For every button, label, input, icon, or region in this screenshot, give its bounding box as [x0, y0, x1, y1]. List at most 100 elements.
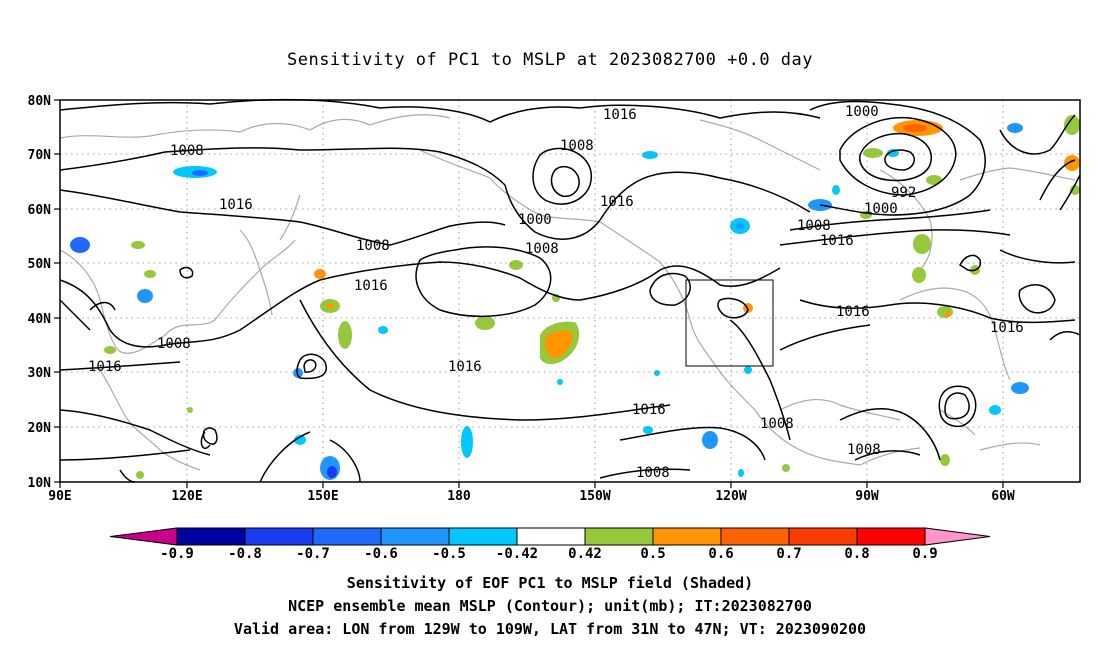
lon-label: 90E [48, 489, 71, 504]
lon-label: 120E [171, 489, 202, 504]
shade-blob [926, 175, 942, 185]
valid-area-box [685, 279, 774, 367]
shade-blob [461, 426, 473, 458]
shade-blob [940, 454, 950, 466]
contour-label: 1016 [836, 304, 870, 320]
shade-blob [1011, 382, 1029, 394]
colorbar-high-arrow [924, 527, 991, 546]
shade-blob [70, 237, 90, 253]
colorbar-tick-label: 0.7 [776, 546, 801, 562]
lat-label: 40N [28, 312, 52, 327]
contour-label: 1016 [990, 320, 1024, 336]
lat-label: 20N [28, 421, 52, 436]
contour-label: 1008 [760, 416, 794, 432]
lon-label: 120W [715, 489, 746, 504]
colorbar-tick-label: 0.5 [640, 546, 665, 562]
shade-blob [131, 241, 145, 249]
contour-label: 1008 [847, 442, 881, 458]
contour-label: 1016 [219, 197, 253, 213]
shade-blob [544, 330, 573, 359]
shade-blob [475, 316, 495, 330]
colorbar-tick-label: -0.9 [160, 546, 194, 562]
contour-label: 1000 [864, 201, 898, 217]
shade-blob [1007, 123, 1023, 133]
colorbar-swatch [584, 527, 654, 546]
lon-label: 90W [855, 489, 879, 504]
shade-blob [1064, 115, 1080, 135]
lat-label: 80N [28, 94, 52, 109]
shade-blob [913, 234, 931, 254]
lat-label: 50N [28, 257, 52, 272]
shade-blob [738, 469, 744, 477]
colorbar-tick-label: -0.8 [228, 546, 262, 562]
shade-blob [378, 326, 388, 334]
shade-blob [137, 289, 153, 303]
shade-blob [903, 124, 927, 132]
shade-blob [736, 223, 744, 229]
shade-blob [832, 185, 840, 195]
colorbar-tick-label: 0.9 [912, 546, 937, 562]
contour-label: 1016 [603, 107, 637, 123]
colorbar: -0.9 -0.8 -0.7 -0.6 -0.5 -0.42 0.42 0.5 0.6 0.7 0.… [109, 527, 991, 562]
colorbar-tick-label: -0.5 [432, 546, 466, 562]
colorbar-swatch [312, 527, 382, 546]
contour-label: 1016 [600, 194, 634, 210]
colorbar-swatch [448, 527, 518, 546]
contour-label: 1008 [797, 218, 831, 234]
chart-title: Sensitivity of PC1 to MSLP at 2023082700… [286, 50, 813, 70]
contour-label: 1008 [525, 241, 559, 257]
shade-blob [642, 151, 658, 159]
shade-blob [327, 466, 337, 478]
shade-blob [945, 311, 951, 317]
lat-label: 70N [28, 148, 52, 163]
colorbar-swatch [380, 527, 450, 546]
shade-blob [136, 471, 144, 479]
colorbar-tick-label: 0.6 [708, 546, 733, 562]
contour-label: 992 [891, 185, 916, 201]
sensitivity-shading [70, 115, 1080, 480]
colorbar-swatch [176, 527, 246, 546]
shade-blob [912, 267, 926, 283]
shade-blob [192, 170, 208, 176]
footer-line-1: Sensitivity of EOF PC1 to MSLP field (Sh… [346, 574, 754, 592]
contour-label: 1008 [636, 465, 670, 481]
contour-label: 1016 [88, 359, 122, 375]
colorbar-swatch [788, 527, 858, 546]
footer-line-3: Valid area: LON from 129W to 109W, LAT f… [233, 620, 867, 638]
colorbar-tick-label: -0.42 [496, 546, 538, 562]
shade-blob [187, 407, 193, 413]
shade-blob [863, 148, 883, 158]
colorbar-tick-label: 0.42 [568, 546, 602, 562]
colorbar-swatch [720, 527, 790, 546]
shade-blob [326, 303, 334, 309]
colorbar-tick-label: -0.7 [296, 546, 330, 562]
shade-blob [144, 270, 156, 278]
contour-labels: 1016 1008 1000 1008 1008 1016 1008 1000 … [88, 104, 1024, 481]
contour-label: 1008 [356, 238, 390, 254]
coastlines [59, 114, 1076, 471]
lon-label: 150W [579, 489, 610, 504]
shade-blob [1064, 155, 1080, 171]
colorbar-swatch [652, 527, 722, 546]
lon-label: 60W [991, 489, 1015, 504]
lat-label: 60N [28, 203, 52, 218]
map-plot: 1016 1008 1000 1008 1008 1016 1008 1000 … [28, 94, 1081, 562]
colorbar-low-arrow [109, 527, 178, 546]
lat-label: 30N [28, 366, 52, 381]
mslp-contours [59, 98, 1081, 483]
shade-blob [509, 260, 523, 270]
colorbar-swatch [856, 527, 926, 546]
plot-frame [59, 99, 1081, 483]
colorbar-swatch [516, 527, 586, 546]
shade-blob [338, 321, 352, 349]
lon-axis-labels: 90E 120E 150E 180 150W 120W 90W 60W [48, 489, 1015, 504]
shade-blob [989, 405, 1001, 415]
shade-blob [937, 306, 953, 318]
contour-label: 1008 [170, 143, 204, 159]
graticule [60, 100, 1080, 482]
contour-label: 1016 [354, 278, 388, 294]
footer-line-2: NCEP ensemble mean MSLP (Contour); unit(… [288, 597, 812, 615]
lon-label: 180 [447, 489, 471, 504]
shade-blob [702, 431, 718, 449]
contour-label: 1000 [518, 212, 552, 228]
